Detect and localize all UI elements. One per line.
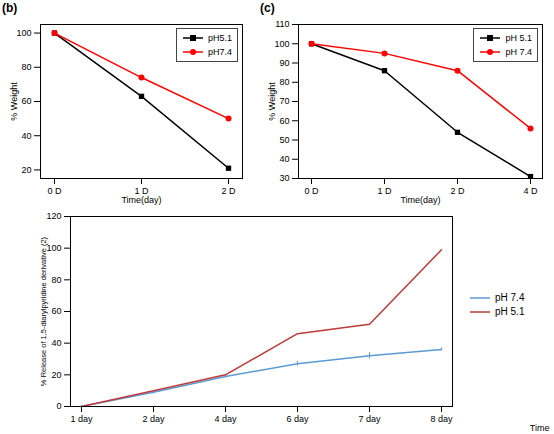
svg-text:0 D: 0 D bbox=[304, 186, 319, 196]
svg-text:40: 40 bbox=[51, 338, 61, 348]
svg-text:2 D: 2 D bbox=[450, 186, 465, 196]
svg-text:60: 60 bbox=[279, 116, 289, 126]
svg-text:20: 20 bbox=[21, 165, 31, 175]
svg-text:Time: Time bbox=[530, 423, 550, 433]
svg-text:% Release of 1,5-diarylpyridin: % Release of 1,5-diarylpyridine derivati… bbox=[39, 236, 48, 386]
svg-text:Time(day): Time(day) bbox=[400, 195, 440, 205]
svg-text:100: 100 bbox=[274, 39, 289, 49]
svg-text:1 D: 1 D bbox=[377, 186, 392, 196]
html-text:pH 5.1: pH 5.1 bbox=[505, 33, 532, 43]
svg-text:80: 80 bbox=[21, 62, 31, 72]
svg-text:7 day: 7 day bbox=[358, 414, 381, 424]
svg-text:8 day: 8 day bbox=[430, 414, 453, 424]
svg-text:1 day: 1 day bbox=[70, 414, 93, 424]
svg-text:% Weight: % Weight bbox=[267, 82, 277, 121]
html-text:pH 7.4: pH 7.4 bbox=[495, 292, 525, 303]
svg-text:100: 100 bbox=[16, 28, 31, 38]
svg-text:2 D: 2 D bbox=[221, 186, 236, 196]
svg-text:4 day: 4 day bbox=[214, 414, 237, 424]
svg-text:60: 60 bbox=[51, 306, 61, 316]
svg-text:20: 20 bbox=[51, 370, 61, 380]
html-text:pH 5.1: pH 5.1 bbox=[495, 306, 525, 317]
svg-text:6 day: 6 day bbox=[286, 414, 309, 424]
svg-text:30: 30 bbox=[279, 173, 289, 183]
html-text:pH5.1: pH5.1 bbox=[208, 33, 232, 43]
svg-text:1 D: 1 D bbox=[134, 185, 149, 196]
svg-text:Time(day): Time(day) bbox=[121, 195, 161, 205]
svg-text:40: 40 bbox=[21, 131, 31, 141]
html-text:(b): (b) bbox=[2, 1, 18, 15]
svg-text:50: 50 bbox=[279, 135, 289, 145]
svg-text:110: 110 bbox=[275, 19, 289, 29]
svg-text:120: 120 bbox=[46, 211, 61, 221]
svg-text:0: 0 bbox=[56, 401, 61, 411]
svg-text:90: 90 bbox=[279, 58, 289, 68]
svg-text:% Weight: % Weight bbox=[9, 82, 19, 121]
html-text:pH 7.4: pH 7.4 bbox=[505, 47, 532, 57]
svg-text:70: 70 bbox=[279, 96, 289, 106]
html-text:(c): (c) bbox=[260, 1, 275, 15]
html-text:pH7.4: pH7.4 bbox=[208, 47, 232, 57]
svg-text:0 D: 0 D bbox=[47, 186, 62, 196]
svg-text:40: 40 bbox=[279, 154, 289, 164]
svg-text:2 day: 2 day bbox=[142, 414, 165, 424]
svg-text:80: 80 bbox=[51, 275, 61, 285]
svg-text:4 D: 4 D bbox=[523, 186, 538, 196]
svg-text:80: 80 bbox=[279, 77, 289, 87]
svg-text:60: 60 bbox=[21, 96, 31, 106]
svg-text:100: 100 bbox=[46, 243, 61, 253]
